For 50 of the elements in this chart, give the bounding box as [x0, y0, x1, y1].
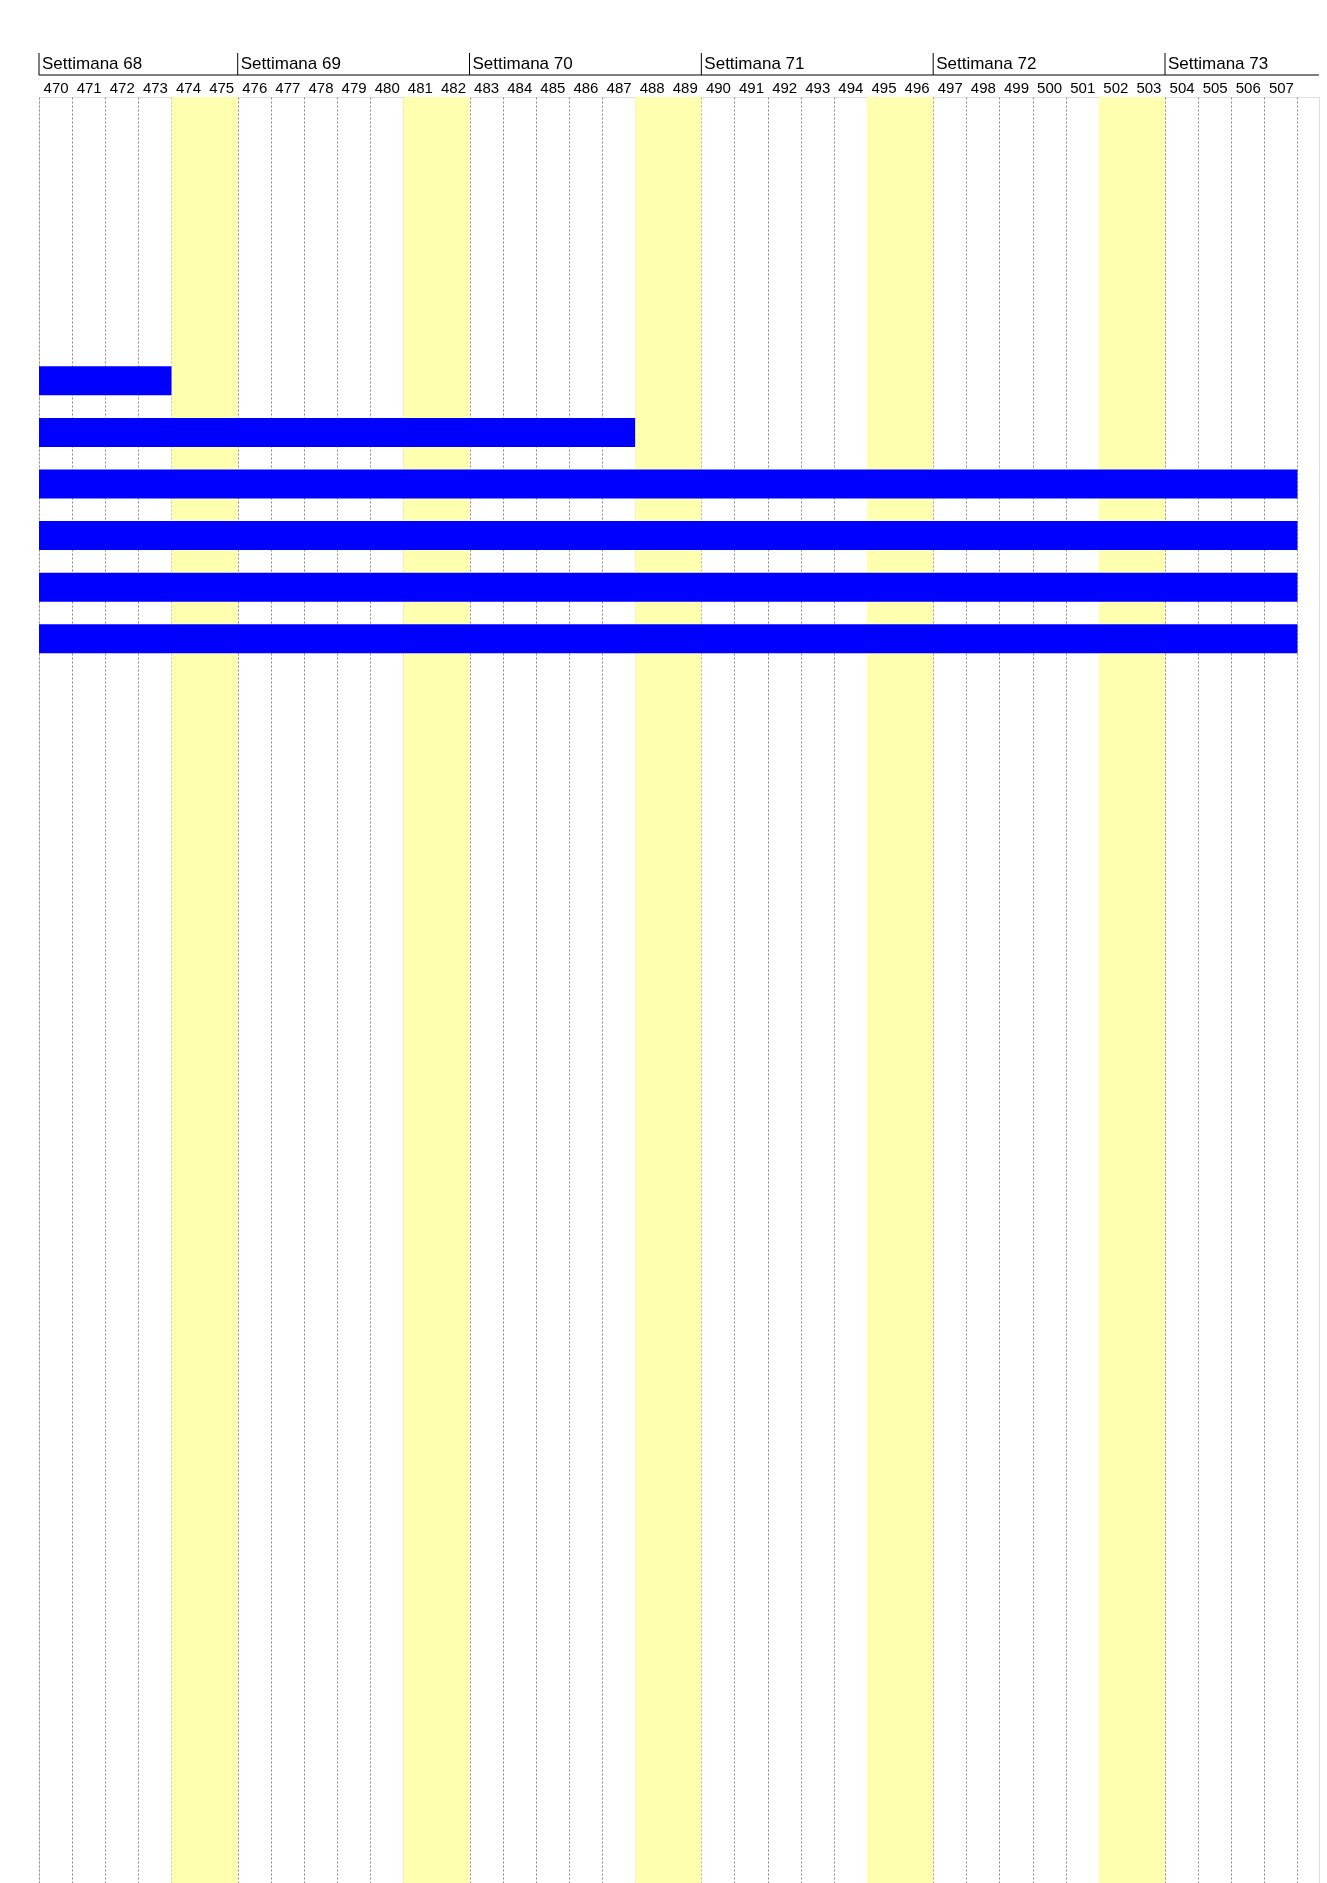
x-tick-label: 491 — [739, 78, 765, 96]
x-tick-label: 477 — [275, 78, 301, 96]
x-tick-label: 480 — [374, 78, 400, 96]
x-tick-label: 481 — [407, 78, 433, 96]
text: Settimana 69 — [240, 54, 341, 73]
x-tick-label: 483 — [474, 78, 500, 96]
x-tick-label: 474 — [176, 78, 202, 96]
text: Settimana 73 — [1168, 54, 1269, 73]
bar — [39, 572, 1298, 602]
x-tick-label: 486 — [573, 78, 599, 96]
x-tick-label: 487 — [606, 78, 632, 96]
bar — [39, 417, 636, 447]
x-tick-label: 495 — [871, 78, 897, 96]
x-tick-label: 490 — [705, 78, 731, 96]
x-tick-label: 472 — [109, 78, 135, 96]
x-tick-label: 501 — [1070, 78, 1096, 96]
x-tick-label: 484 — [507, 78, 533, 96]
x-tick-label: 502 — [1103, 78, 1129, 96]
x-tick-label: 498 — [970, 78, 996, 96]
x-tick-label: 500 — [1037, 78, 1063, 96]
x-tick-label: 489 — [672, 78, 698, 96]
x-tick-label: 506 — [1235, 78, 1261, 96]
x-tick-label: 504 — [1169, 78, 1195, 96]
x-tick-label: 493 — [805, 78, 831, 96]
bar — [39, 521, 1298, 551]
x-tick-label: 488 — [639, 78, 665, 96]
x-tick-label: 470 — [43, 78, 69, 96]
x-tick-label: 496 — [904, 78, 930, 96]
text: Settimana 70 — [472, 54, 573, 73]
x-tick-label: 485 — [540, 78, 566, 96]
x-tick-label: 471 — [76, 78, 102, 96]
bar — [39, 624, 1298, 654]
bar — [39, 366, 172, 396]
x-tick-label: 478 — [308, 78, 334, 96]
text: Settimana 72 — [936, 54, 1037, 73]
x-tick-label: 507 — [1268, 78, 1294, 96]
x-tick-label: 492 — [772, 78, 798, 96]
bar — [39, 469, 1298, 499]
x-tick-label: 503 — [1136, 78, 1162, 96]
x-tick-label: 475 — [209, 78, 235, 96]
x-tick-label: 494 — [838, 78, 864, 96]
x-tick-label: 482 — [440, 78, 466, 96]
x-tick-label: 476 — [242, 78, 268, 96]
x-tick-label: 505 — [1202, 78, 1228, 96]
text: Settimana 68 — [42, 54, 143, 73]
x-tick-label: 479 — [341, 78, 367, 96]
x-tick-label: 473 — [142, 78, 168, 96]
x-tick-label: 499 — [1003, 78, 1029, 96]
text: Settimana 71 — [704, 54, 805, 73]
x-tick-label: 497 — [937, 78, 963, 96]
